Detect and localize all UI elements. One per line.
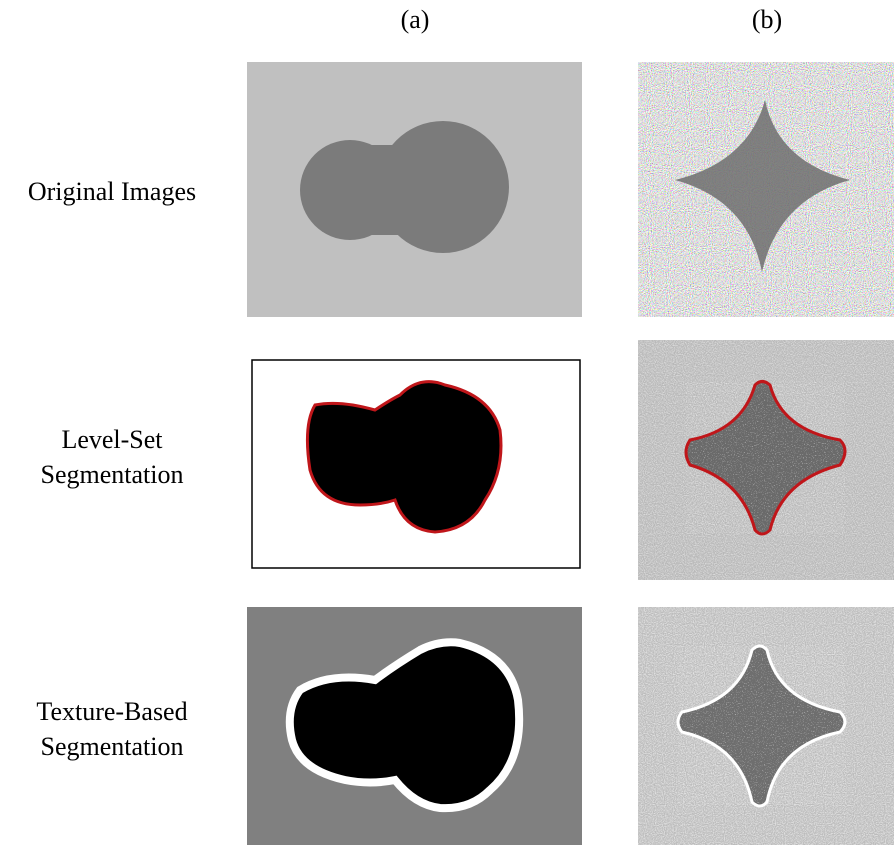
image-original-b [638, 62, 894, 317]
figure: (a) (b) Original Images Level-Set Segmen… [0, 0, 894, 845]
row-label: Segmentation [41, 460, 184, 489]
image-levelset-a [252, 360, 580, 568]
image-texture-b [638, 607, 894, 845]
row-label: Segmentation [41, 732, 184, 761]
column-header: (b) [752, 5, 782, 34]
row-label: Original Images [28, 177, 196, 206]
image-original-a [247, 62, 582, 317]
row-label: Texture-Based [36, 697, 187, 726]
row-label: Level-Set [61, 425, 163, 454]
image-levelset-b [638, 340, 894, 580]
image-texture-a [247, 607, 582, 845]
column-header: (a) [401, 5, 430, 34]
